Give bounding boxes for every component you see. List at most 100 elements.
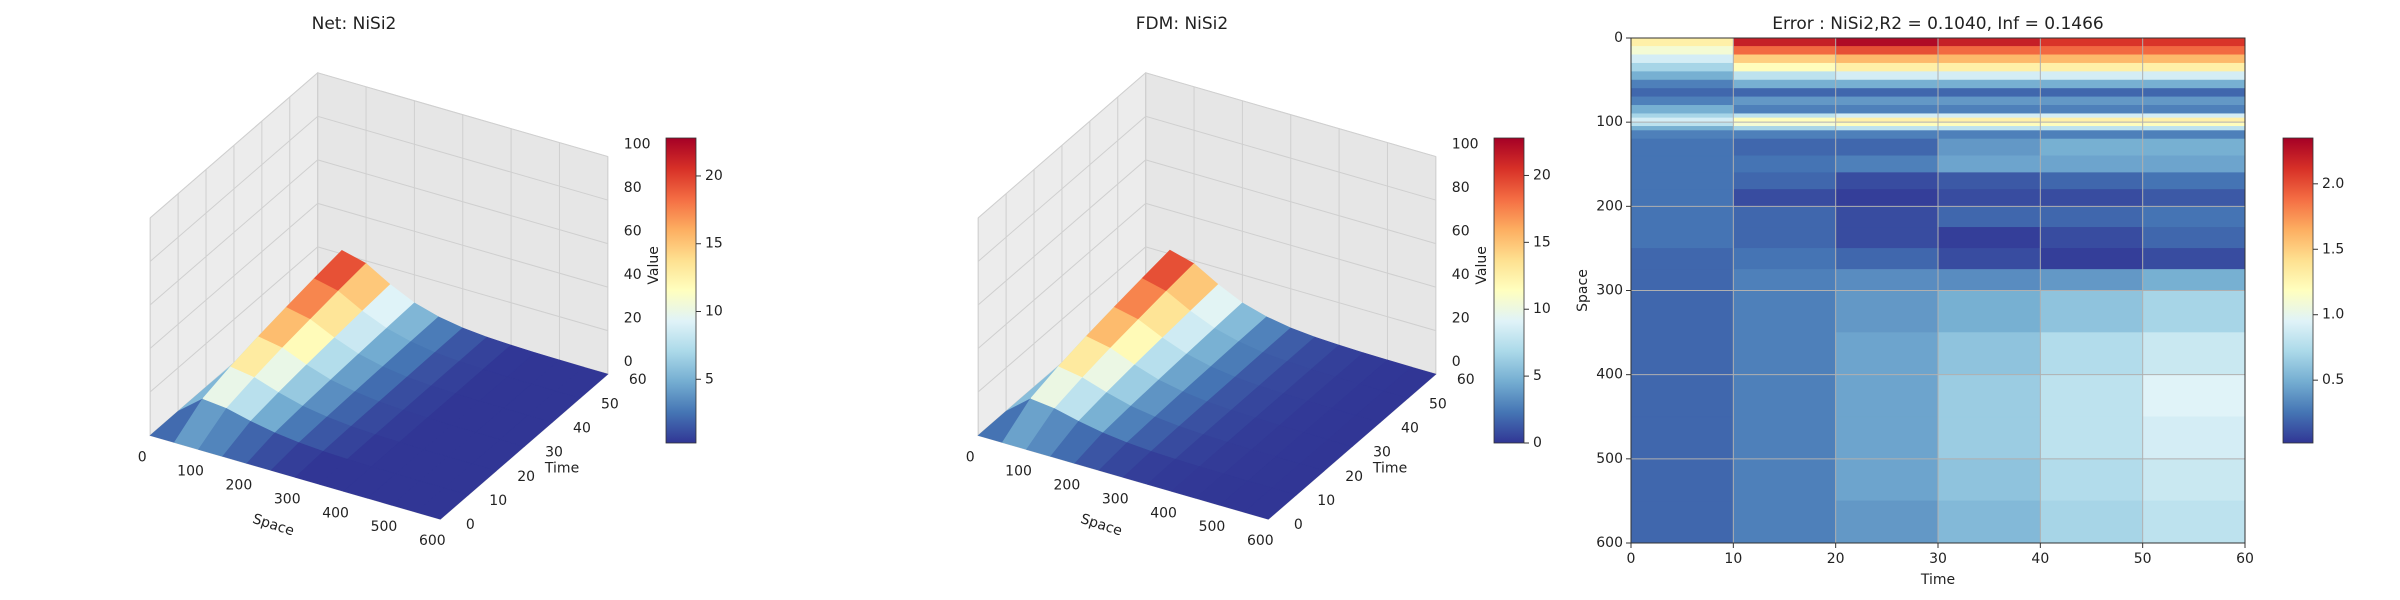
heatmap-cell [1937, 62, 2041, 72]
heatmap-cell [1835, 189, 1939, 207]
heatmap-cell [2142, 290, 2246, 333]
heatmap-cell [1937, 105, 2041, 115]
chart-title: Error : NiSi2,R2 = 0.1040, Inf = 0.1466 [1772, 14, 2103, 34]
x-tick-label: 20 [1827, 551, 1845, 567]
heatmap-cell [1835, 500, 1939, 544]
heatmap-cell [2040, 105, 2143, 115]
grid-line [1145, 202, 1436, 288]
heatmap-cell [1630, 105, 1734, 115]
y-tick-label: 60 [629, 372, 647, 388]
y-tick-label: 30 [1373, 445, 1391, 461]
heatmap-cell [2040, 121, 2143, 127]
heatmap-cell [2040, 374, 2143, 418]
heatmap-cell [2040, 269, 2143, 291]
heatmap-cell [1937, 290, 2041, 333]
x-tick-label: 40 [2031, 551, 2049, 567]
heatmap-cell [2040, 290, 2143, 333]
heatmap-cell [1630, 206, 1734, 228]
axes-frame [1630, 37, 2246, 544]
heatmap-cell [1937, 54, 2041, 64]
heatmap-cell [1733, 96, 1836, 106]
heatmap-cell [1630, 290, 1734, 333]
heatmap-cell [2142, 458, 2246, 502]
y-axis-label: Time [544, 461, 579, 477]
heatmap-cell [1733, 458, 1836, 502]
heatmap-cell [1937, 96, 2041, 106]
colorbar-tick-label: 1.5 [2322, 241, 2344, 257]
x-tick-label: 400 [1150, 505, 1177, 521]
heatmap-cell [1630, 62, 1734, 72]
heatmap-cell [1630, 248, 1734, 270]
y-tick-label: 100 [1596, 114, 1623, 130]
heatmap-cell [2142, 37, 2246, 47]
z-tick-label: 20 [624, 311, 642, 327]
y-tick-label: 10 [489, 493, 507, 509]
heatmap-cell [1733, 79, 1836, 89]
x-tick-label: 300 [274, 491, 301, 507]
heatmap-cell [2142, 374, 2246, 418]
grid-line [317, 159, 608, 245]
heatmap-cell [1835, 105, 1939, 115]
heatmap-cell [2040, 172, 2143, 190]
heatmap-cell [1835, 79, 1939, 89]
y-tick-label: 0 [1614, 30, 1623, 46]
grid-line [1145, 246, 1436, 332]
heatmap-cell [2142, 113, 2246, 119]
chart-title: FDM: NiSi2 [1136, 14, 1228, 34]
grid-line [977, 202, 1147, 349]
heatmap-cell [1835, 374, 1939, 418]
heatmap-cell [1733, 62, 1836, 72]
heatmap-cell [1733, 500, 1836, 544]
heatmap-cell [1937, 117, 2041, 123]
heatmap-cell [2040, 138, 2143, 157]
heatmap-cell [2142, 79, 2246, 89]
heatmap-cell [1937, 155, 2041, 173]
x-tick-label: 100 [177, 463, 204, 479]
x-tick-label: 600 [1247, 533, 1274, 549]
heatmap-cell [1733, 332, 1836, 375]
heatmap-cell [1630, 332, 1734, 375]
grid-line [317, 202, 608, 288]
y-tick-label: 10 [1317, 493, 1335, 509]
heatmap-cell [2040, 248, 2143, 270]
heatmap-cell [1835, 46, 1939, 56]
z-tick-label: 0 [624, 354, 633, 370]
y-tick-label: 500 [1596, 451, 1623, 467]
heatmap-cell [1630, 458, 1734, 502]
surface-patch [415, 487, 469, 520]
y-tick-label: 50 [601, 396, 619, 412]
heatmap-cell [2142, 130, 2246, 140]
heatmap-cell [2142, 155, 2246, 173]
y-tick-label: 0 [1294, 517, 1303, 533]
colorbar-tick-label: 5 [1533, 368, 1542, 384]
heatmap-cell [1835, 155, 1939, 173]
heatmap-cell [1835, 458, 1939, 502]
colorbar [2282, 137, 2314, 444]
heatmap-cell [1835, 332, 1939, 375]
heatmap-cell [1733, 113, 1836, 119]
heatmap-cell [1630, 227, 1734, 249]
grid-line [977, 159, 1147, 306]
heatmap-cell [1835, 117, 1939, 123]
heatmap-cell [1630, 71, 1734, 81]
heatmap-cell [2142, 138, 2246, 157]
heatmap-cell [2040, 54, 2143, 64]
heatmap-cell [1733, 126, 1836, 131]
x-tick-label: 0 [138, 449, 147, 465]
heatmap-cell [1733, 46, 1836, 56]
heatmap-cell [2142, 71, 2246, 81]
heatmap-cell [1630, 416, 1734, 460]
x-tick-label: 400 [322, 505, 349, 521]
colorbar-tick-label: 2.0 [2322, 176, 2344, 192]
heatmap-cell [1630, 500, 1734, 544]
colorbar [665, 137, 697, 444]
heatmap-cell [1835, 126, 1939, 131]
y-tick-label: 20 [517, 469, 535, 485]
heatmap-cell [1937, 374, 2041, 418]
heatmap-cell [1835, 62, 1939, 72]
heatmap-cell [2142, 206, 2246, 228]
heatmap-cell [1630, 138, 1734, 157]
heatmap-cell [2142, 96, 2246, 106]
grid-line [977, 72, 1147, 219]
